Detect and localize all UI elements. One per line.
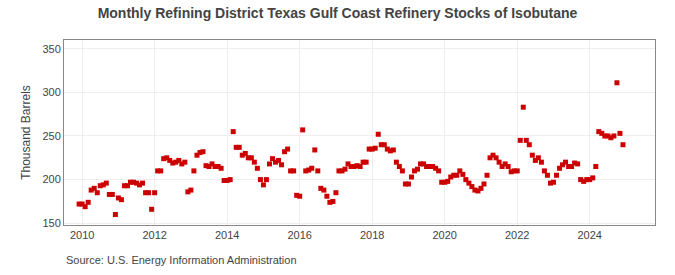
- svg-text:2020: 2020: [432, 229, 456, 241]
- svg-text:2018: 2018: [360, 229, 384, 241]
- svg-text:Source: U.S. Energy Informatio: Source: U.S. Energy Information Administ…: [66, 254, 297, 266]
- svg-text:250: 250: [42, 130, 60, 142]
- svg-text:2014: 2014: [215, 229, 239, 241]
- svg-text:2016: 2016: [287, 229, 311, 241]
- svg-text:200: 200: [42, 173, 60, 185]
- svg-text:2010: 2010: [70, 229, 94, 241]
- svg-text:2012: 2012: [142, 229, 166, 241]
- svg-text:2024: 2024: [577, 229, 601, 241]
- svg-text:2022: 2022: [505, 229, 529, 241]
- svg-text:350: 350: [42, 43, 60, 55]
- svg-text:150: 150: [42, 217, 60, 229]
- svg-text:Monthly Refining District Texa: Monthly Refining District Texas Gulf Coa…: [98, 5, 578, 21]
- svg-text:300: 300: [42, 86, 60, 98]
- svg-text:Thousand Barrels: Thousand Barrels: [19, 85, 33, 180]
